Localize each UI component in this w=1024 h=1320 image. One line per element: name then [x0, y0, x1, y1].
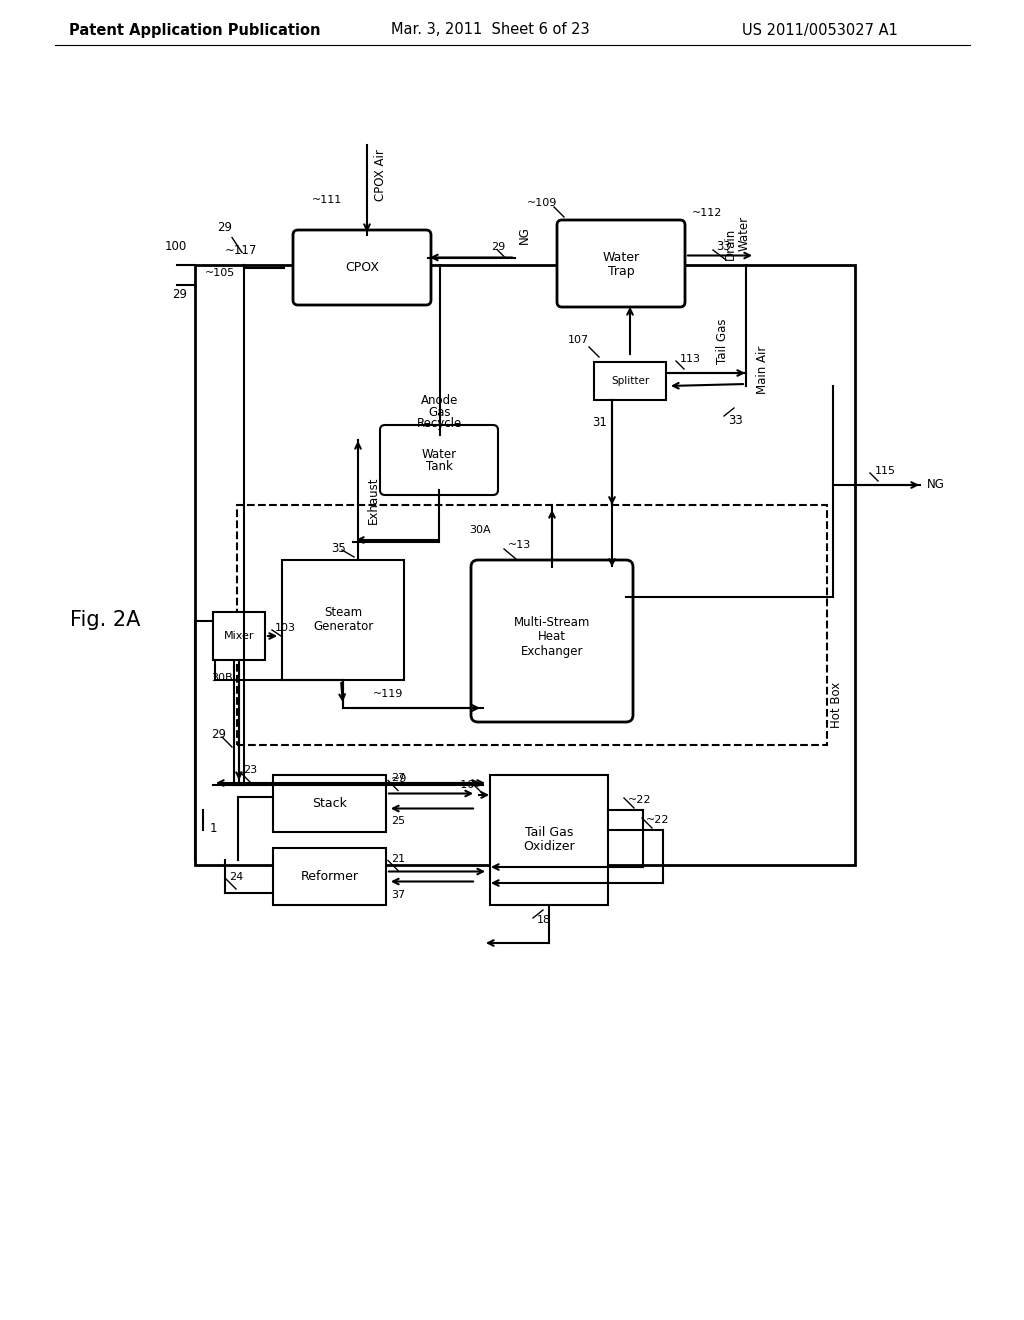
Text: 35: 35	[331, 541, 346, 554]
Text: Stack: Stack	[312, 797, 347, 810]
Text: 1: 1	[210, 822, 217, 836]
Text: 25: 25	[391, 817, 406, 826]
Text: Tail Gas: Tail Gas	[716, 318, 729, 364]
Text: Mixer: Mixer	[224, 631, 254, 642]
Text: 30B: 30B	[211, 673, 232, 682]
Text: ~22: ~22	[646, 814, 670, 825]
FancyBboxPatch shape	[195, 265, 855, 865]
Text: Drain: Drain	[724, 227, 737, 260]
Text: ~105: ~105	[205, 268, 236, 279]
Text: 30A: 30A	[469, 525, 490, 535]
FancyBboxPatch shape	[293, 230, 431, 305]
Text: ~111: ~111	[312, 195, 342, 205]
FancyBboxPatch shape	[557, 220, 685, 308]
Text: 27: 27	[391, 774, 406, 783]
Text: Patent Application Publication: Patent Application Publication	[70, 22, 321, 37]
Text: Main Air: Main Air	[756, 346, 769, 395]
Text: 107: 107	[568, 335, 589, 345]
Text: Hot Box: Hot Box	[830, 682, 844, 729]
Text: ~119: ~119	[373, 689, 403, 700]
FancyBboxPatch shape	[471, 560, 633, 722]
FancyBboxPatch shape	[282, 560, 404, 680]
Text: Exhaust: Exhaust	[367, 477, 380, 524]
Text: Mar. 3, 2011  Sheet 6 of 23: Mar. 3, 2011 Sheet 6 of 23	[391, 22, 590, 37]
Text: 103: 103	[275, 623, 296, 634]
Text: 100: 100	[165, 240, 187, 253]
Text: Steam: Steam	[324, 606, 362, 619]
Text: ~13: ~13	[508, 540, 531, 550]
Text: 29: 29	[211, 729, 226, 742]
Text: ~109: ~109	[526, 198, 557, 209]
Text: Oxidizer: Oxidizer	[523, 840, 574, 853]
Text: Water: Water	[738, 216, 751, 251]
Text: Tail Gas: Tail Gas	[525, 825, 573, 838]
Text: Gas: Gas	[429, 405, 452, 418]
Text: Water: Water	[422, 449, 457, 462]
Text: Water: Water	[602, 251, 640, 264]
Text: 21: 21	[391, 854, 406, 863]
Text: 33: 33	[716, 240, 731, 253]
FancyBboxPatch shape	[490, 775, 608, 906]
FancyBboxPatch shape	[380, 425, 498, 495]
Text: Splitter: Splitter	[611, 376, 649, 385]
FancyBboxPatch shape	[213, 612, 265, 660]
Text: Generator: Generator	[313, 619, 373, 632]
Text: CPOX Air: CPOX Air	[374, 149, 387, 201]
Text: 115: 115	[874, 466, 896, 477]
Text: Recycle: Recycle	[418, 417, 463, 430]
Text: Reformer: Reformer	[300, 870, 358, 883]
Text: 37: 37	[391, 890, 406, 899]
Text: ~117: ~117	[225, 243, 257, 256]
Text: 31: 31	[592, 416, 607, 429]
Text: 29: 29	[490, 243, 505, 252]
Text: Heat: Heat	[538, 631, 566, 644]
Text: NG: NG	[927, 479, 945, 491]
Text: 113: 113	[680, 354, 701, 364]
Text: Trap: Trap	[607, 265, 634, 279]
Text: ~112: ~112	[692, 209, 722, 218]
Text: 29: 29	[172, 289, 187, 301]
Text: Fig. 2A: Fig. 2A	[70, 610, 140, 630]
Text: 23: 23	[243, 766, 257, 775]
Text: Tank: Tank	[426, 461, 453, 474]
Text: 29: 29	[217, 220, 232, 234]
FancyBboxPatch shape	[594, 362, 666, 400]
Text: ~10: ~10	[452, 780, 475, 789]
FancyBboxPatch shape	[273, 775, 386, 832]
Text: 18: 18	[537, 915, 551, 925]
Text: 33: 33	[728, 413, 742, 426]
Text: Anode: Anode	[421, 393, 459, 407]
Text: Exchanger: Exchanger	[521, 644, 584, 657]
Text: Multi-Stream: Multi-Stream	[514, 616, 590, 630]
Text: NG: NG	[518, 227, 531, 244]
Text: ~9: ~9	[391, 774, 408, 784]
Text: ~22: ~22	[628, 795, 651, 805]
Text: US 2011/0053027 A1: US 2011/0053027 A1	[742, 22, 898, 37]
Text: 24: 24	[229, 873, 244, 882]
FancyBboxPatch shape	[273, 847, 386, 906]
Text: CPOX: CPOX	[345, 261, 379, 275]
